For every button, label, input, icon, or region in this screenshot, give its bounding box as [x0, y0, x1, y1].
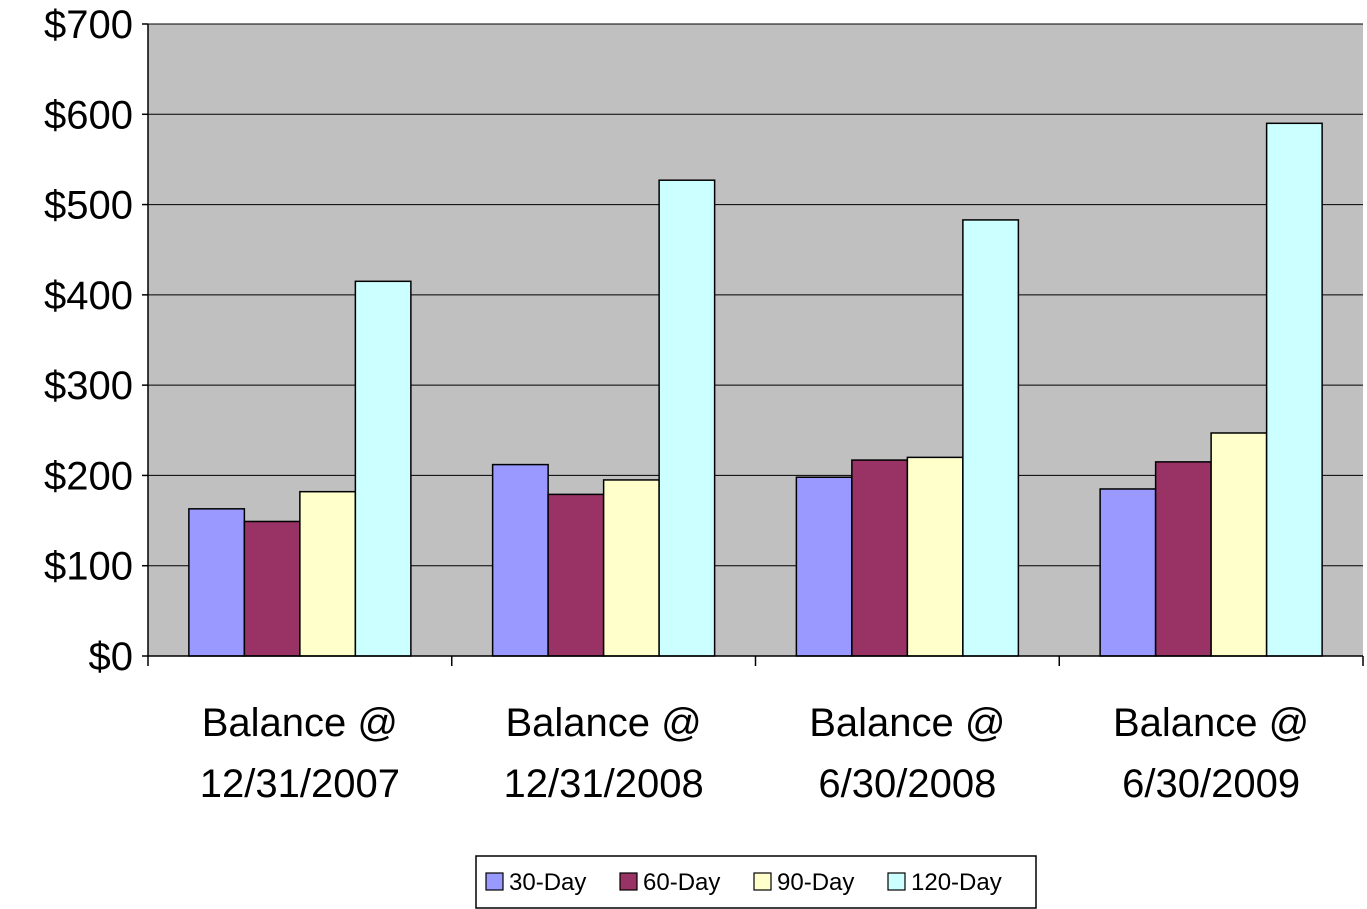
bar-60-day: [547, 493, 605, 657]
y-tick-label: $0: [89, 635, 134, 679]
bar-90-day: [906, 456, 964, 657]
legend-label: 90-Day: [777, 869, 854, 896]
bar-120-day: [1265, 122, 1323, 657]
x-tick-label: 12/31/2007: [200, 762, 400, 806]
y-tick-label: $600: [44, 93, 133, 137]
legend-label: 120-Day: [911, 869, 1002, 896]
x-tick-label: 12/31/2008: [504, 762, 704, 806]
bar-120-day: [354, 280, 412, 657]
bar-30-day: [1099, 488, 1157, 657]
y-ticks: $0 $100 $200 $300 $400 $500 $600 $700: [44, 3, 148, 679]
x-tick-label: Balance @: [202, 701, 398, 745]
x-tick-labels: Balance @ 12/31/2007 Balance @ 12/31/2008 Ba…: [200, 701, 1309, 806]
bar-120-day: [962, 219, 1020, 657]
x-ticks: [147, 656, 1364, 666]
x-tick-label: Balance @: [809, 701, 1005, 745]
legend-swatch: [887, 872, 906, 891]
y-tick-label: $100: [44, 545, 133, 589]
x-tick-label: Balance @: [1113, 701, 1309, 745]
bar-30-day: [188, 508, 246, 657]
bar-90-day: [299, 490, 357, 657]
bar-90-day: [602, 479, 660, 657]
legend: 30-Day 60-Day 90-Day 120-Day: [475, 855, 1037, 909]
bar-60-day: [851, 459, 909, 657]
legend-swatch: [619, 872, 638, 891]
y-tick-label: $500: [44, 184, 133, 228]
legend-swatch: [485, 872, 504, 891]
y-tick-label: $400: [44, 274, 133, 318]
x-tick-label: 6/30/2009: [1122, 762, 1300, 806]
bar-90-day: [1210, 432, 1268, 657]
y-tick-label: $700: [44, 3, 133, 47]
bar-60-day: [1154, 461, 1212, 657]
y-tick-label: $300: [44, 364, 133, 408]
legend-swatch: [753, 872, 772, 891]
bar-30-day: [491, 463, 549, 657]
bar-30-day: [795, 476, 853, 657]
legend-label: 60-Day: [643, 869, 720, 896]
bar-120-day: [658, 179, 716, 657]
x-tick-label: Balance @: [505, 701, 701, 745]
bar-60-day: [243, 520, 301, 657]
legend-label: 30-Day: [509, 869, 586, 896]
x-tick-label: 6/30/2008: [818, 762, 996, 806]
y-tick-label: $200: [44, 454, 133, 498]
